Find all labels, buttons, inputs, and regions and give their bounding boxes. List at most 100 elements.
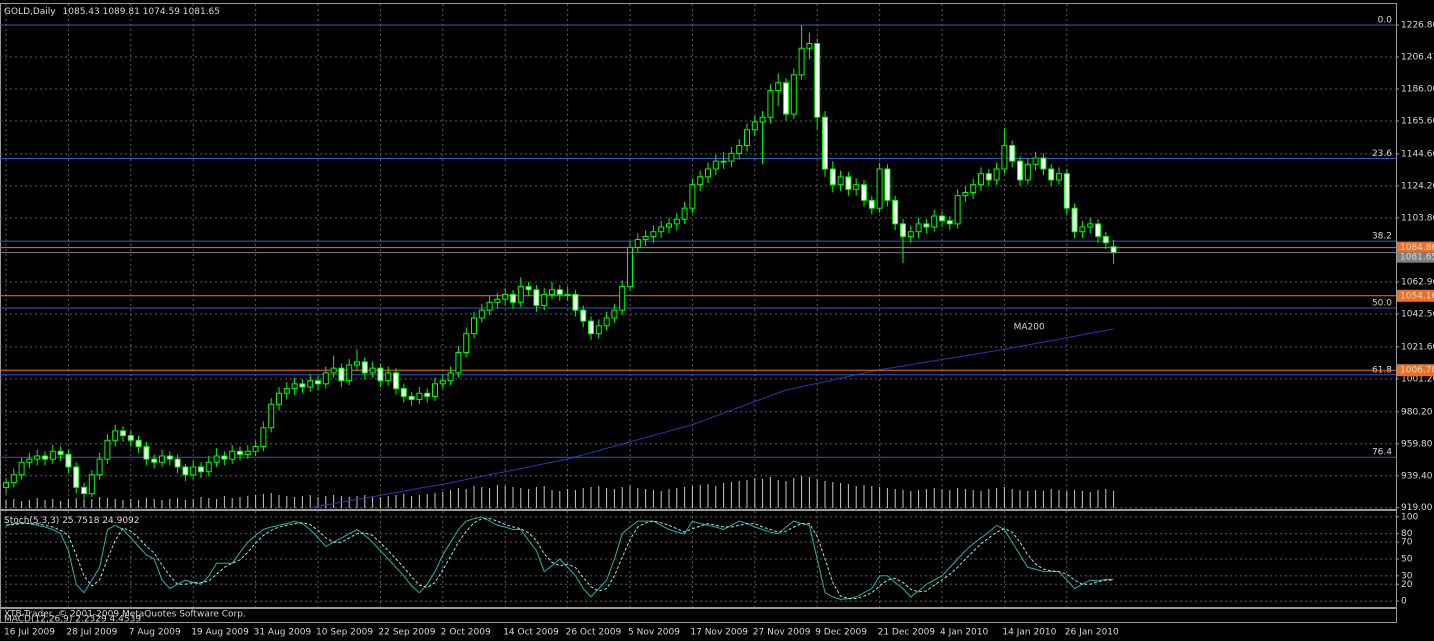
candle-body <box>338 367 345 382</box>
candle-body <box>549 289 555 295</box>
candle-body <box>1009 144 1016 162</box>
low-value: 1074.59 <box>143 7 180 17</box>
y-tick-label: 0 <box>1401 597 1407 607</box>
candle-body <box>1079 226 1086 233</box>
candle-body <box>705 168 711 178</box>
chart-header: GOLD,Daily 1085.43 1089.81 1074.59 1081.… <box>4 7 220 17</box>
candle-body <box>268 403 275 429</box>
candle-body <box>673 218 680 225</box>
candle-body <box>18 461 25 476</box>
candle-body <box>400 388 407 397</box>
y-tick-label: 939.40 <box>1401 471 1433 481</box>
y-tick-label: 1165.60 <box>1401 116 1434 126</box>
x-tick-label: 16 Jul 2009 <box>4 628 55 638</box>
candle-body <box>143 446 150 460</box>
x-tick-label: 31 Aug 2009 <box>254 628 312 638</box>
y-tick-label: 100 <box>1401 512 1418 522</box>
y-tick-label: 30 <box>1401 571 1413 581</box>
candle-body <box>135 439 142 448</box>
chart-title: GOLD,Daily <box>4 7 56 17</box>
candle-body <box>205 461 212 473</box>
candle-body <box>923 223 930 228</box>
candle-body <box>81 486 87 495</box>
level-label: 38.2 <box>1372 232 1392 242</box>
candle-body <box>346 364 353 382</box>
candle-body <box>42 455 48 460</box>
candle-body <box>393 372 399 390</box>
price-label: 1081.65 <box>1400 253 1434 263</box>
candle-body <box>174 458 181 468</box>
candle-body <box>720 160 727 163</box>
macd-header: MACD(12,26,9) 2.2329 4.4539 <box>4 615 141 625</box>
x-tick-label: 26 Oct 2009 <box>566 628 622 638</box>
candle-body <box>837 176 844 186</box>
stoch-title: Stoch(5,3,3) <box>4 516 59 526</box>
candle-body <box>26 458 33 463</box>
candle-body <box>1048 168 1055 181</box>
candle-body <box>1110 246 1117 254</box>
x-tick-label: 9 Dec 2009 <box>815 628 867 638</box>
candle-body <box>650 231 657 237</box>
candle-body <box>595 325 602 335</box>
stoch-line <box>5 518 1114 600</box>
candle-body <box>120 430 126 437</box>
candle-body <box>1024 163 1031 181</box>
candle-body <box>658 226 665 233</box>
candle-body <box>978 173 984 186</box>
candle-body <box>213 455 220 463</box>
candle-body <box>447 372 454 382</box>
candle-body <box>689 184 696 209</box>
candle-body <box>853 184 860 190</box>
candle-body <box>627 246 633 288</box>
y-tick-label: 1124.20 <box>1401 181 1434 191</box>
candle-body <box>666 223 672 228</box>
candle-body <box>244 450 251 455</box>
x-tick-label: 4 Jan 2010 <box>940 628 988 638</box>
price-label-box <box>1397 251 1434 263</box>
hline-label: 1084.86 <box>1400 243 1434 253</box>
candle-body <box>237 450 243 455</box>
candle-body <box>751 121 758 131</box>
candle-body <box>1071 207 1078 233</box>
candle-body <box>1102 235 1109 244</box>
candle-body <box>790 74 797 115</box>
candle-body <box>759 116 766 123</box>
y-tick-label: 1021.60 <box>1401 342 1434 352</box>
candle-body <box>478 309 485 319</box>
ma-label: MA200 <box>1014 322 1045 332</box>
candle-body <box>744 129 750 146</box>
candle-body <box>541 293 548 306</box>
y-tick-label: 919.00 <box>1401 503 1433 513</box>
candle-body <box>159 455 165 463</box>
candle-body <box>49 450 56 460</box>
y-tick-label: 1186.00 <box>1401 85 1434 95</box>
candle-body <box>10 474 17 484</box>
candle-body <box>494 298 501 303</box>
y-tick-label: 959.80 <box>1401 439 1433 449</box>
y-tick-label: 20 <box>1401 580 1413 590</box>
candle-body <box>1001 144 1008 170</box>
hline-label-box <box>1397 364 1434 377</box>
x-tick-label: 14 Jan 2010 <box>1002 628 1056 638</box>
candle-body <box>525 286 532 291</box>
candle-body <box>166 455 173 460</box>
candle-body <box>408 395 415 401</box>
candle-body <box>291 383 298 390</box>
candle-body <box>1063 173 1070 209</box>
hline-label-box <box>1397 289 1434 302</box>
level-label: 23.6 <box>1372 149 1392 159</box>
stoch-line <box>5 516 1114 600</box>
candle-body <box>907 231 914 237</box>
candle-body <box>900 223 906 237</box>
candle-body <box>260 427 267 448</box>
candle-body <box>96 458 103 476</box>
candle-body <box>845 176 852 190</box>
candle-body <box>931 215 938 228</box>
candle-body <box>221 455 228 460</box>
candle-body <box>954 195 961 225</box>
candle-body <box>73 466 80 488</box>
candle-body <box>1040 157 1047 170</box>
candle-body <box>884 168 891 201</box>
candle-body <box>432 383 438 397</box>
